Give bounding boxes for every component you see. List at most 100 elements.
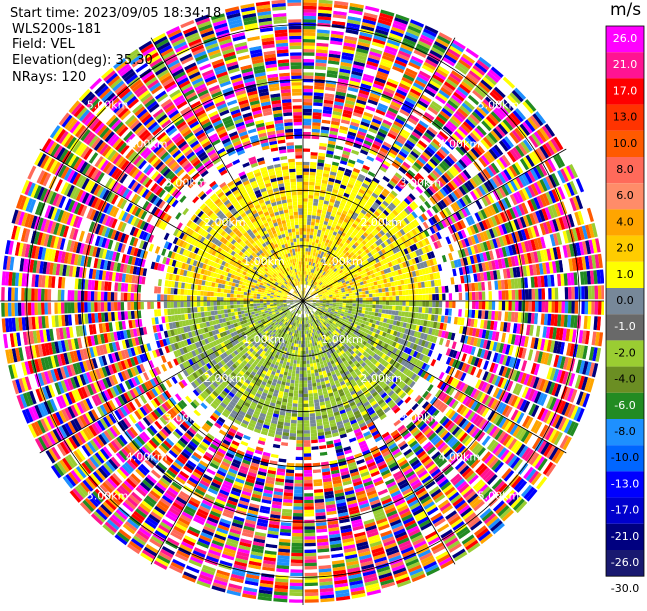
velocity-gate-2779 — [289, 443, 296, 447]
velocity-gate-2590 — [304, 394, 308, 398]
velocity-gate-188 — [339, 305, 343, 307]
velocity-gate-2696 — [296, 460, 304, 464]
velocity-gate-203 — [388, 310, 392, 315]
velocity-gate-128 — [435, 308, 439, 315]
velocity-gate-106 — [362, 304, 366, 307]
velocity-gate-2669 — [300, 371, 303, 374]
velocity-gate-113 — [386, 305, 390, 309]
velocity-gate-2229 — [316, 359, 320, 363]
velocity-gate-2478 — [304, 321, 305, 324]
velocity-gate-2925 — [295, 337, 297, 341]
velocity-gate-283 — [362, 310, 366, 313]
velocity-gate-2790 — [285, 479, 294, 483]
velocity-gate-2784 — [287, 459, 295, 463]
velocity-gate-2668 — [300, 367, 303, 370]
velocity-gate-2516 — [312, 446, 319, 450]
velocity-gate-3017 — [290, 346, 293, 350]
velocity-gate-2619 — [304, 490, 313, 494]
velocity-gate-63 — [515, 301, 519, 311]
velocity-gate-2570 — [303, 328, 304, 331]
velocity-gate-2927 — [294, 343, 297, 347]
velocity-gate-29 — [402, 301, 405, 306]
velocity-gate-2484 — [305, 341, 307, 344]
velocity-gate-2733 — [290, 583, 303, 587]
velocity-gate-2837 — [296, 344, 299, 348]
velocity-gate-2622 — [304, 500, 313, 504]
velocity-gate-2928 — [293, 347, 296, 351]
velocity-gate-69 — [535, 301, 539, 312]
velocity-gate-2574 — [303, 341, 305, 344]
velocity-gate-212 — [418, 313, 422, 319]
velocity-gate-2851 — [289, 390, 294, 394]
velocity-gate-2637 — [305, 549, 317, 553]
velocity-gate-126 — [428, 308, 432, 314]
velocity-gate-125 — [425, 307, 429, 313]
velocity-gate-55 — [489, 301, 493, 310]
velocity-gate-4874 — [245, 313, 249, 316]
velocity-gate-209 — [408, 312, 412, 317]
velocity-gate-2640 — [305, 559, 317, 563]
velocity-gate-2847 — [291, 376, 295, 380]
velocity-gate-2507 — [310, 416, 316, 420]
velocity-gate-119 — [405, 306, 409, 311]
velocity-gate-2752 — [297, 354, 300, 358]
velocity-gate-2647 — [305, 583, 318, 587]
velocity-gate-2499 — [308, 390, 313, 394]
velocity-gate-288 — [378, 313, 382, 317]
velocity-gate-2596 — [304, 414, 309, 418]
velocity-gate-4871 — [254, 311, 258, 314]
velocity-gate-2230 — [317, 362, 321, 366]
velocity-gate-2724 — [291, 553, 303, 557]
velocity-gate-139 — [471, 310, 475, 318]
velocity-gate-2760 — [295, 380, 299, 384]
velocity-gate-25 — [389, 301, 392, 305]
velocity-gate-131 — [445, 309, 449, 316]
velocity-gate-2489 — [306, 357, 309, 361]
velocity-gate-2742 — [301, 321, 302, 324]
velocity-gate-2487 — [306, 351, 309, 355]
velocity-gate-77 — [561, 301, 565, 313]
velocity-gate-369 — [351, 311, 355, 314]
velocity-gate-67 — [528, 301, 532, 312]
velocity-gate-2510 — [310, 426, 316, 430]
velocity-gate-18 — [366, 301, 369, 304]
velocity-gate-2520 — [312, 459, 320, 463]
velocity-gate-73 — [548, 301, 552, 313]
velocity-gate-4877 — [235, 315, 239, 319]
velocity-gate-2573 — [303, 337, 305, 340]
velocity-gate-2751 — [298, 351, 301, 355]
velocity-gate-2770 — [292, 413, 298, 417]
velocity-gate-3022 — [286, 362, 290, 366]
velocity-gate-2587 — [304, 384, 308, 387]
velocity-gate-2833 — [298, 331, 300, 335]
velocity-gate-2834 — [298, 334, 300, 338]
velocity-gate-2500 — [308, 393, 313, 397]
velocity-gate-2226 — [314, 349, 317, 353]
velocity-gate-2694 — [296, 453, 303, 457]
velocity-gate-2693 — [296, 450, 303, 454]
velocity-gate-2492 — [307, 367, 310, 371]
velocity-gate-2519 — [312, 456, 320, 460]
velocity-gate-2737 — [289, 596, 303, 600]
velocity-gate-2926 — [294, 340, 297, 344]
velocity-gate-82 — [578, 301, 582, 314]
velocity-gate-2729 — [290, 569, 303, 573]
velocity-gate-197 — [369, 308, 373, 312]
velocity-gate-17 — [363, 301, 366, 304]
velocity-gate-2595 — [304, 410, 309, 414]
velocity-gate-2717 — [292, 530, 303, 534]
velocity-gate-2736 — [289, 593, 303, 597]
velocity-gate-39 — [436, 301, 440, 307]
velocity-gate-2602 — [304, 434, 310, 438]
velocity-gate-2754 — [297, 360, 300, 364]
velocity-gate-2313 — [311, 350, 314, 354]
velocity-gate-2673 — [299, 384, 303, 387]
velocity-gate-2404 — [310, 360, 313, 364]
velocity-gate-2932 — [290, 360, 293, 364]
velocity-gate-2614 — [304, 473, 312, 477]
velocity-gate-2708 — [294, 500, 303, 504]
velocity-gate-26 — [392, 301, 396, 305]
velocity-gate-99 — [339, 303, 342, 305]
velocity-gate-187 — [336, 305, 340, 307]
velocity-gate-2714 — [293, 520, 303, 524]
